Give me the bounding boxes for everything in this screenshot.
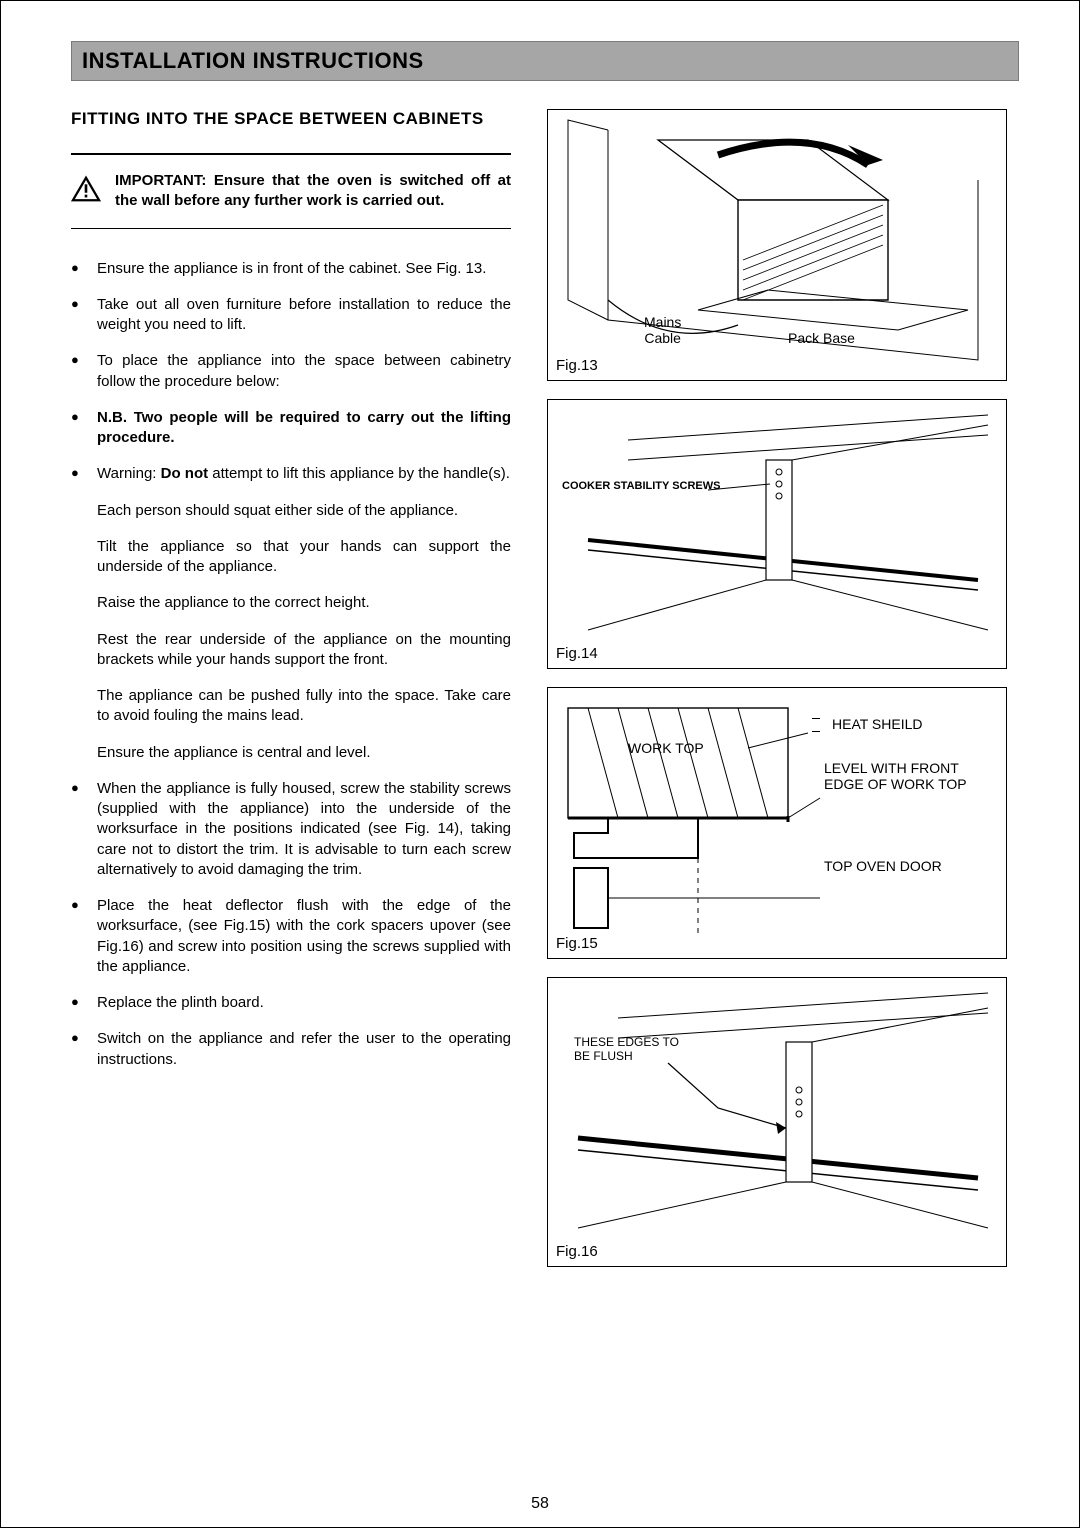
list-item: To place the appliance into the space be… bbox=[71, 351, 511, 392]
left-column: FITTING INTO THE SPACE BETWEEN CABINETS … bbox=[71, 109, 511, 1285]
callout-heat-shield: HEAT SHEILD bbox=[824, 716, 923, 732]
section-title: INSTALLATION INSTRUCTIONS bbox=[82, 48, 1008, 74]
body-paragraph: Tilt the appliance so that your hands ca… bbox=[71, 537, 511, 578]
callout-flush-edges: THESE EDGES TO BE FLUSH bbox=[574, 1036, 679, 1064]
list-item: Switch on the appliance and refer the us… bbox=[71, 1029, 511, 1070]
figure-13-svg bbox=[548, 110, 1008, 382]
figure-14: COOKER STABILITY SCREWS Fig.14 bbox=[547, 399, 1007, 669]
figure-16-svg bbox=[548, 978, 1008, 1268]
list-item: N.B. Two people will be required to carr… bbox=[71, 408, 511, 449]
subheading: FITTING INTO THE SPACE BETWEEN CABINETS bbox=[71, 109, 511, 129]
body-paragraph: Ensure the appliance is central and leve… bbox=[71, 743, 511, 763]
figure-label: Fig.15 bbox=[556, 935, 598, 952]
list-item: Take out all oven furniture before insta… bbox=[71, 295, 511, 336]
important-text: IMPORTANT: Ensure that the oven is switc… bbox=[115, 171, 511, 212]
warning-icon bbox=[71, 171, 105, 212]
figure-label: Fig.16 bbox=[556, 1243, 598, 1260]
figure-15-svg bbox=[548, 688, 1008, 960]
page-number: 58 bbox=[1, 1495, 1079, 1513]
section-header: INSTALLATION INSTRUCTIONS bbox=[71, 41, 1019, 81]
bullet-list-1: Ensure the appliance is in front of the … bbox=[71, 259, 511, 485]
figure-16: THESE EDGES TO BE FLUSH Fig.16 bbox=[547, 977, 1007, 1267]
list-item: Warning: Do not attempt to lift this app… bbox=[71, 464, 511, 484]
list-item: Ensure the appliance is in front of the … bbox=[71, 259, 511, 279]
figure-label: Fig.13 bbox=[556, 357, 598, 374]
body-paragraph: Each person should squat either side of … bbox=[71, 501, 511, 521]
callout-door: TOP OVEN DOOR bbox=[824, 858, 974, 874]
right-column: Mains Cable Pack Base Fig.13 bbox=[547, 109, 1007, 1285]
figure-14-svg bbox=[548, 400, 1008, 670]
bullet-list-2: When the appliance is fully housed, scre… bbox=[71, 779, 511, 1070]
body-paragraph: Rest the rear underside of the appliance… bbox=[71, 630, 511, 671]
list-item: Replace the plinth board. bbox=[71, 993, 511, 1013]
figure-label: Fig.14 bbox=[556, 645, 598, 662]
inline-bold: Do not bbox=[161, 465, 208, 482]
content-columns: FITTING INTO THE SPACE BETWEEN CABINETS … bbox=[71, 109, 1019, 1285]
figure-13: Mains Cable Pack Base Fig.13 bbox=[547, 109, 1007, 381]
list-item: Place the heat deflector flush with the … bbox=[71, 896, 511, 977]
callout-level: LEVEL WITH FRONT EDGE OF WORK TOP bbox=[824, 760, 974, 792]
callout-pack-base: Pack Base bbox=[788, 330, 855, 346]
callout-work-top: WORK TOP bbox=[628, 740, 704, 756]
body-paragraph: The appliance can be pushed fully into t… bbox=[71, 686, 511, 727]
list-item: When the appliance is fully housed, scre… bbox=[71, 779, 511, 880]
body-paragraph: Raise the appliance to the correct heigh… bbox=[71, 593, 511, 613]
page: INSTALLATION INSTRUCTIONS FITTING INTO T… bbox=[0, 0, 1080, 1528]
figure-15: WORK TOP HEAT SHEILD LEVEL WITH FRONT ED… bbox=[547, 687, 1007, 959]
callout-mains-cable: Mains Cable bbox=[644, 314, 681, 346]
callout-stability-screws: COOKER STABILITY SCREWS bbox=[562, 480, 721, 493]
important-block: IMPORTANT: Ensure that the oven is switc… bbox=[71, 153, 511, 229]
